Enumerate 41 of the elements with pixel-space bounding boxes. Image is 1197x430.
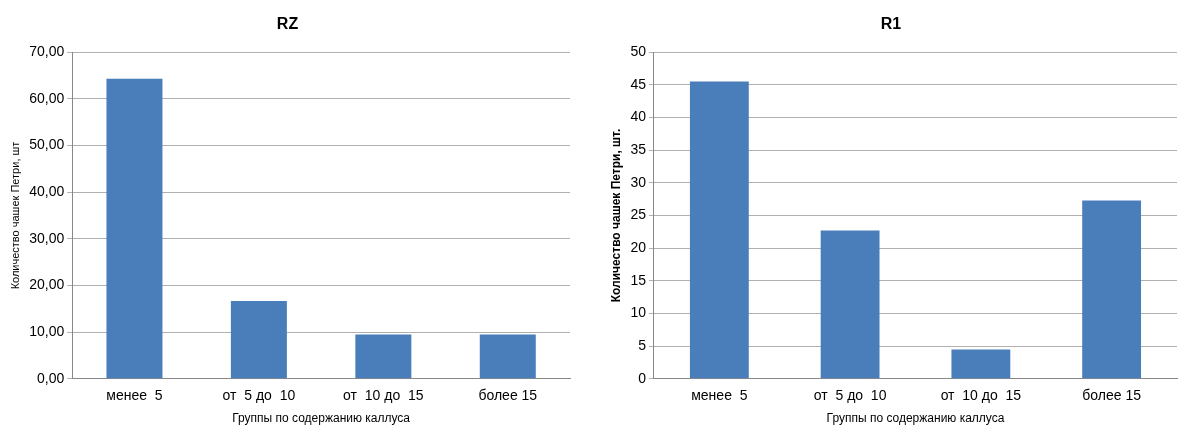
y-axis-title: Количество чашек Петри, шт.	[608, 128, 623, 303]
y-tick-label: 5	[638, 337, 647, 353]
y-tick-label: 0,00	[36, 369, 65, 386]
y-tick-label: 10	[630, 304, 647, 321]
y-tick-label: 30,00	[29, 229, 65, 246]
x-tick-label: менее 5	[691, 387, 748, 404]
y-tick-label: 20,00	[29, 276, 65, 293]
x-tick-label: более 15	[1082, 387, 1142, 404]
chart-title: R1	[880, 15, 902, 33]
x-tick-label: от 10 до 15	[343, 387, 424, 404]
y-tick-label: 35	[630, 141, 647, 158]
bar	[689, 81, 749, 379]
bar	[951, 349, 1011, 379]
x-axis-title: Группы по содержанию каллуса	[232, 411, 411, 426]
y-tick-label: 45	[630, 75, 647, 92]
y-tick-label: 25	[630, 206, 647, 223]
x-axis-title: Группы по содержанию каллуса	[826, 411, 1005, 426]
y-tick-label: 60,00	[29, 89, 65, 106]
bar	[479, 334, 536, 379]
y-tick-label: 10,00	[29, 323, 65, 339]
y-tick-label: 70,00	[29, 43, 65, 60]
x-tick-label: от 5 до 10	[813, 387, 887, 404]
y-axis-title: Количество чашек Петри, шт	[8, 141, 21, 290]
y-tick-label: 0	[638, 369, 647, 386]
y-tick-label: 40	[630, 108, 647, 125]
x-tick-label: более 15	[478, 387, 538, 404]
y-tick-label: 50	[630, 43, 647, 60]
y-tick-label: 20	[630, 239, 647, 256]
chart-title: RZ	[276, 15, 299, 33]
x-tick-label: от 5 до 10	[222, 387, 296, 404]
bar	[230, 300, 287, 379]
x-tick-label: от 10 до 15	[940, 387, 1022, 404]
bar	[1082, 200, 1142, 379]
bar	[106, 78, 163, 379]
bar	[355, 334, 412, 379]
y-tick-label: 30	[630, 173, 647, 190]
bar	[820, 230, 880, 379]
y-tick-label: 40,00	[29, 183, 65, 200]
y-tick-label: 50,00	[29, 136, 65, 153]
y-tick-label: 15	[630, 271, 647, 288]
x-tick-label: менее 5	[106, 387, 163, 404]
